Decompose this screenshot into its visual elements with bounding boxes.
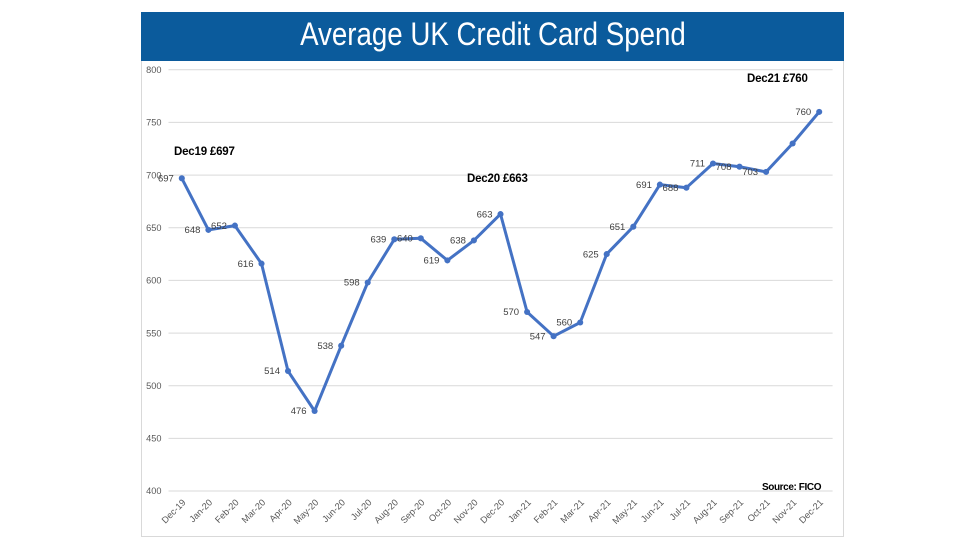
svg-text:450: 450: [146, 434, 161, 444]
svg-text:400: 400: [146, 486, 161, 496]
svg-text:708: 708: [716, 162, 732, 173]
svg-text:Sep-20: Sep-20: [399, 497, 427, 525]
svg-text:Mar-21: Mar-21: [558, 497, 586, 525]
svg-text:652: 652: [211, 221, 227, 232]
svg-text:476: 476: [291, 406, 307, 417]
svg-text:711: 711: [690, 159, 705, 170]
svg-text:Mar-20: Mar-20: [240, 497, 268, 525]
svg-text:616: 616: [238, 259, 254, 270]
svg-text:550: 550: [146, 328, 161, 338]
svg-text:Jun-20: Jun-20: [320, 497, 347, 524]
svg-text:688: 688: [663, 183, 679, 194]
svg-text:Jan-20: Jan-20: [187, 497, 214, 524]
svg-text:800: 800: [146, 65, 161, 75]
svg-text:651: 651: [609, 222, 625, 233]
svg-text:500: 500: [146, 381, 161, 391]
svg-text:Nov-21: Nov-21: [770, 497, 798, 525]
svg-text:570: 570: [503, 307, 519, 318]
svg-text:697: 697: [158, 174, 174, 185]
svg-text:663: 663: [477, 209, 493, 220]
svg-text:625: 625: [583, 249, 599, 260]
svg-text:Aug-20: Aug-20: [372, 497, 400, 525]
svg-text:703: 703: [742, 167, 758, 178]
svg-text:Aug-21: Aug-21: [691, 497, 719, 525]
svg-text:Dec-20: Dec-20: [478, 497, 506, 525]
svg-text:638: 638: [450, 236, 466, 247]
svg-text:Nov-20: Nov-20: [452, 497, 480, 525]
svg-text:Jul-21: Jul-21: [668, 497, 693, 522]
svg-text:648: 648: [185, 225, 201, 236]
svg-text:Apr-21: Apr-21: [586, 497, 613, 524]
svg-text:691: 691: [636, 180, 652, 191]
svg-text:Oct-21: Oct-21: [745, 497, 772, 524]
svg-text:May-20: May-20: [292, 497, 321, 526]
svg-text:Jun-21: Jun-21: [639, 497, 666, 524]
svg-text:Feb-21: Feb-21: [532, 497, 560, 525]
svg-text:Feb-20: Feb-20: [213, 497, 241, 525]
svg-text:640: 640: [397, 234, 413, 245]
svg-text:547: 547: [530, 331, 546, 342]
svg-text:538: 538: [317, 341, 333, 352]
svg-text:Dec-21: Dec-21: [797, 497, 825, 525]
svg-text:750: 750: [146, 118, 161, 128]
svg-text:760: 760: [795, 107, 811, 118]
svg-text:Sep-21: Sep-21: [717, 497, 745, 525]
svg-text:650: 650: [146, 223, 161, 233]
svg-text:May-21: May-21: [610, 497, 639, 526]
svg-text:Apr-20: Apr-20: [267, 497, 294, 524]
svg-text:598: 598: [344, 278, 360, 289]
svg-text:619: 619: [424, 256, 440, 267]
svg-text:639: 639: [370, 235, 386, 246]
svg-text:700: 700: [146, 170, 161, 180]
svg-text:Oct-20: Oct-20: [427, 497, 454, 524]
svg-text:Jul-20: Jul-20: [349, 497, 374, 522]
svg-text:514: 514: [264, 366, 280, 377]
svg-text:600: 600: [146, 276, 161, 286]
svg-text:Jan-21: Jan-21: [506, 497, 533, 524]
svg-text:560: 560: [556, 318, 572, 329]
svg-text:Dec-19: Dec-19: [160, 497, 188, 525]
